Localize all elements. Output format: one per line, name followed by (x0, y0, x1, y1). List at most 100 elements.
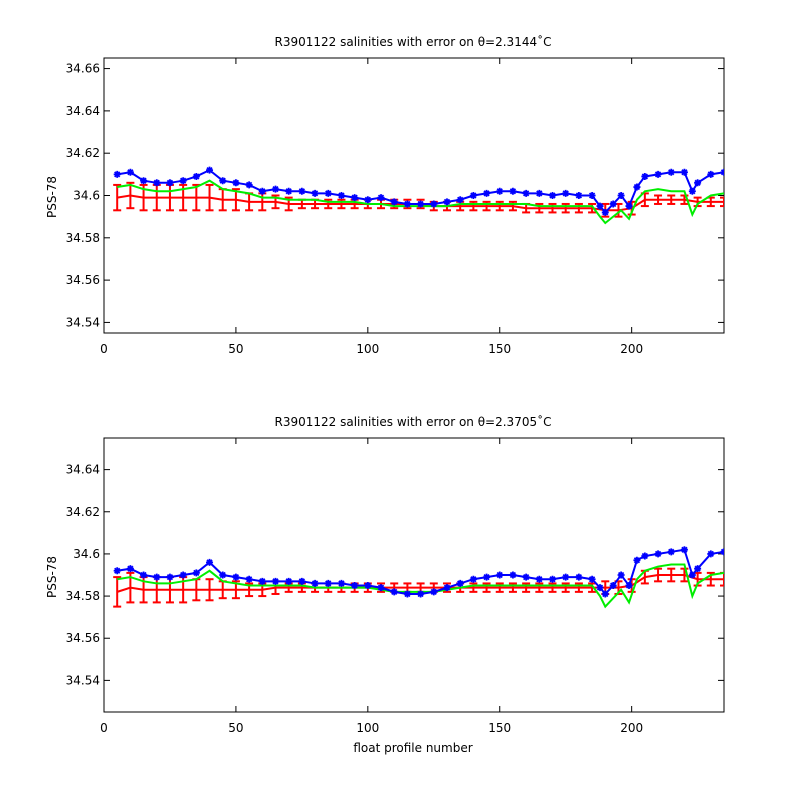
top-blue-star-point (609, 200, 617, 208)
bottom-blue-star-point (337, 579, 345, 587)
top-blue-star-point (390, 198, 398, 206)
top-blue-star-point (403, 200, 411, 208)
top-blue-star-point (596, 202, 604, 210)
top-blue-star-point (364, 196, 372, 204)
top-blue-star-point (430, 200, 438, 208)
top-blue-star-point (206, 166, 214, 174)
bottom-blue-star-point (549, 575, 557, 583)
top-blue-star-point (680, 168, 688, 176)
top-blue-star-point (377, 194, 385, 202)
top-blue-star-point (113, 170, 121, 178)
bottom-blue-star-point (625, 582, 633, 590)
bottom-blue-star-point (324, 579, 332, 587)
top-blue-star-point (166, 179, 174, 187)
bottom-blue-star-point (245, 575, 253, 583)
bottom-blue-star-point (166, 573, 174, 581)
top-x-tick-label: 150 (488, 342, 511, 356)
top-blue-star-point (688, 187, 696, 195)
top-blue-star-point (417, 200, 425, 208)
top-blue-star-point (456, 196, 464, 204)
top-blue-star-point (337, 192, 345, 199)
bottom-blue-star-point (483, 573, 491, 581)
top-blue-star-point (617, 192, 625, 199)
bottom-x-tick-label: 0 (100, 721, 108, 735)
bottom-blue-star-point (641, 552, 649, 560)
bottom-y-tick-label: 34.58 (66, 589, 100, 603)
bottom-blue-star-point (617, 571, 625, 579)
bottom-blue-star-point (298, 577, 306, 585)
bottom-y-tick-label: 34.64 (66, 463, 100, 477)
bottom-x-tick-label: 50 (228, 721, 243, 735)
top-blue-star-point (153, 179, 161, 187)
bottom-blue-star-point (311, 579, 319, 587)
top-blue-star-point (271, 185, 279, 193)
bottom-blue-star-point (707, 550, 715, 558)
bottom-blue-star-point (601, 590, 609, 598)
bottom-y-tick-label: 34.54 (66, 673, 100, 687)
bottom-blue-star-point (633, 556, 641, 564)
bottom-blue-star-point (126, 565, 134, 573)
bottom-blue-star-point (192, 569, 200, 577)
top-blue-star-point (588, 192, 596, 199)
top-x-tick-label: 50 (228, 342, 243, 356)
bottom-blue-star-point (285, 577, 293, 585)
top-blue-star-point (707, 170, 715, 178)
bottom-blue-star-point (522, 573, 530, 581)
top-blue-star-point (535, 189, 543, 197)
bottom-blue-star-point (417, 590, 425, 598)
bottom-blue-star-point (562, 573, 570, 581)
bottom-blue-star-point (390, 588, 398, 596)
bottom-blue-star-point (219, 571, 227, 579)
top-blue-star-point (298, 187, 306, 195)
top-y-tick-label: 34.58 (66, 231, 100, 245)
top-blue-star-point (654, 170, 662, 178)
bottom-blue-star-point (694, 565, 702, 573)
bottom-blue-star-point (430, 588, 438, 596)
bottom-blue-star-point (258, 577, 266, 585)
top-blue-star-point (694, 179, 702, 187)
top-y-tick-label: 34.56 (66, 273, 100, 287)
top-blue-star-point (140, 177, 148, 185)
bottom-blue-star-point (377, 584, 385, 592)
bottom-error-series-line (116, 574, 724, 593)
top-y-tick-label: 34.62 (66, 146, 100, 160)
top-blue-star-point (496, 187, 504, 195)
top-blue-star-point (562, 189, 570, 197)
bottom-blue-star-point (140, 571, 148, 579)
bottom-y-tick-label: 34.56 (66, 631, 100, 645)
top-blue-star-point (311, 189, 319, 197)
top-blue-star-point (575, 192, 583, 199)
bottom-blue-star-point (232, 573, 240, 581)
top-blue-star-point (469, 192, 477, 199)
top-panel: R3901122 salinities with error on θ=2.31… (45, 34, 725, 356)
top-blue-star-point (351, 194, 359, 202)
bottom-blue-star-point (153, 573, 161, 581)
top-blue-star-point (549, 192, 557, 199)
top-y-tick-label: 34.54 (66, 315, 100, 329)
top-blue-star-point (324, 189, 332, 197)
top-blue-star-point (285, 187, 293, 195)
top-y-tick-label: 34.64 (66, 104, 100, 118)
bottom-y-tick-label: 34.62 (66, 505, 100, 519)
top-blue-star-point (667, 168, 675, 176)
bottom-series-group (113, 546, 724, 609)
top-blue-star-point (625, 202, 633, 210)
top-y-tick-label: 34.6 (73, 189, 100, 203)
top-blue-star-point (232, 179, 240, 187)
bottom-blue-star-point (443, 584, 451, 592)
bottom-blue-star-point (113, 567, 121, 575)
top-blue-star-point (522, 189, 530, 197)
top-chart-title: R3901122 salinities with error on θ=2.31… (275, 34, 552, 49)
top-green-series-line (117, 179, 724, 225)
bottom-blue-star-point (271, 577, 279, 585)
bottom-blue-star-point (654, 550, 662, 558)
bottom-blue-star-point (351, 582, 359, 590)
bottom-blue-star-point (688, 571, 696, 579)
bottom-y-axis-label: PSS-78 (45, 556, 59, 598)
bottom-blue-star-point (403, 590, 411, 598)
top-blue-star-point (219, 177, 227, 185)
bottom-y-tick-label: 34.6 (73, 547, 100, 561)
top-y-axis-label: PSS-78 (45, 176, 59, 218)
